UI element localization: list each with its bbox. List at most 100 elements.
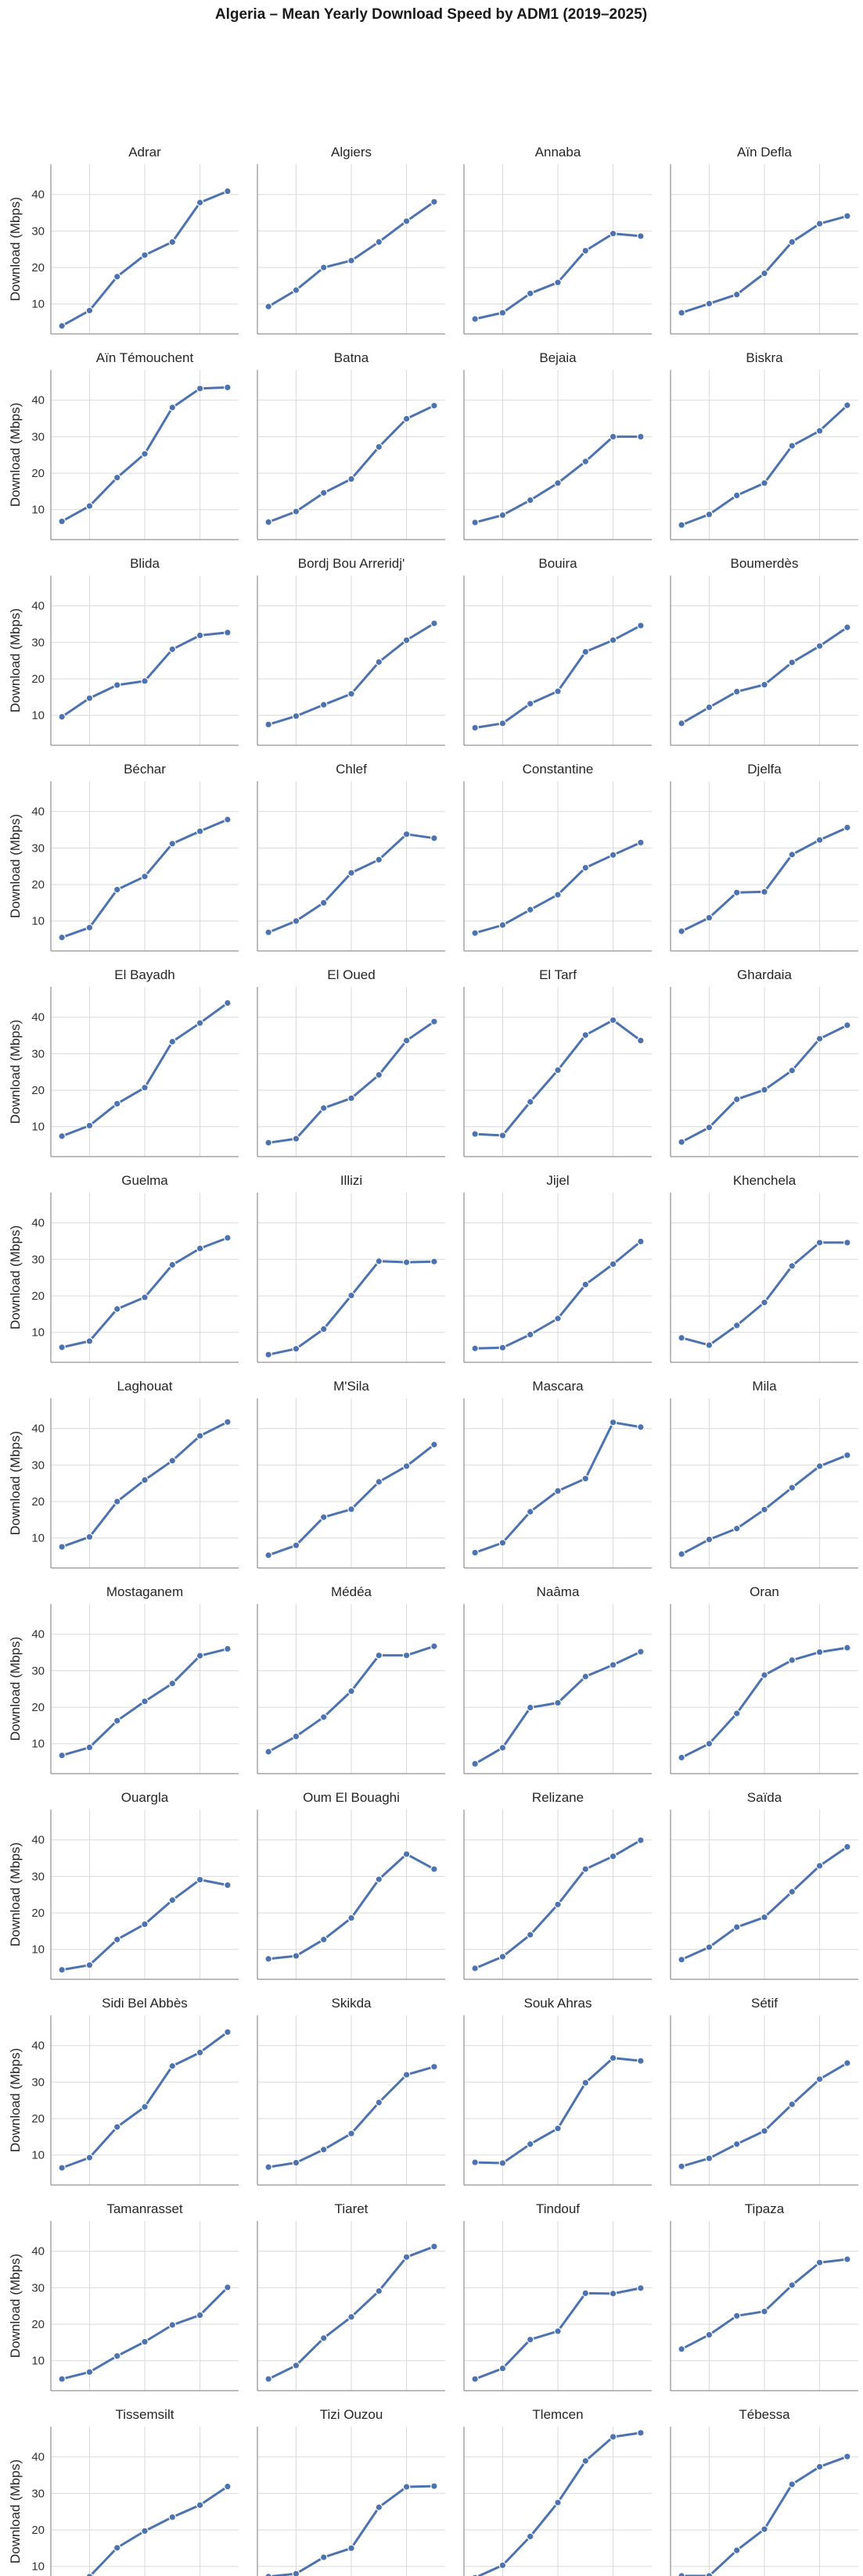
data-point [196, 199, 204, 206]
data-point [141, 2337, 149, 2346]
data-point [788, 238, 796, 246]
data-point [471, 1344, 479, 1353]
panel: Souk Ahras [463, 1996, 652, 2186]
data-point [375, 238, 383, 246]
panel-title: Biskra [746, 350, 783, 365]
data-point [58, 321, 66, 330]
data-point [224, 1234, 232, 1242]
y-tick-label: 40 [31, 1628, 45, 1641]
panel-title: Constantine [523, 762, 594, 777]
data-point [224, 999, 232, 1007]
panel: Annaba [463, 145, 652, 335]
data-point [168, 1679, 177, 1688]
data-point [224, 1645, 232, 1653]
panel: Saïda [670, 1790, 858, 1980]
data-point [292, 2362, 300, 2370]
y-axis-label: Download (Mbps) [8, 1431, 23, 1535]
data-point [761, 2525, 768, 2533]
data-point [347, 2544, 355, 2553]
data-point [761, 1913, 768, 1921]
data-point [526, 2335, 534, 2344]
data-point [224, 2028, 232, 2036]
data-point [581, 2079, 590, 2087]
data-point [732, 2312, 741, 2320]
data-point [375, 443, 383, 451]
data-point [815, 427, 824, 435]
data-point [168, 1038, 177, 1046]
data-point [319, 2334, 328, 2342]
y-tick-label: 40 [31, 1011, 45, 1024]
data-point [347, 1291, 355, 1300]
data-point [224, 187, 232, 196]
data-point [609, 2290, 617, 2298]
data-point [637, 432, 645, 441]
data-point [554, 1066, 562, 1075]
data-point [347, 2129, 355, 2137]
y-tick-label: 10 [31, 1121, 45, 1134]
data-point [581, 2457, 590, 2465]
data-point [761, 479, 768, 487]
data-point [554, 479, 562, 487]
data-point [637, 2284, 645, 2292]
data-point [58, 1751, 66, 1760]
y-tick-label: 40 [31, 1217, 45, 1230]
data-point [678, 927, 685, 935]
panel-title: Bordj Bou Arreridj' [298, 556, 405, 571]
data-point [609, 851, 617, 859]
y-tick-label: 10 [31, 1738, 45, 1751]
data-point [471, 1548, 479, 1557]
data-point [196, 1019, 204, 1027]
data-point [843, 623, 851, 632]
data-point [224, 816, 232, 823]
y-axis-label: Download (Mbps) [8, 1225, 23, 1329]
panel: M'Sila [257, 1379, 445, 1569]
data-point [319, 1104, 328, 1112]
data-point [141, 1084, 149, 1092]
data-point [402, 2253, 411, 2261]
panel-title: Saïda [747, 1790, 782, 1805]
data-point [292, 1135, 300, 1143]
data-point [732, 1524, 741, 1533]
data-point [141, 677, 149, 685]
y-tick-label: 30 [31, 1047, 45, 1060]
y-tick-label: 40 [31, 394, 45, 407]
y-axis-label: Download (Mbps) [8, 403, 23, 507]
y-tick-label: 30 [31, 2076, 45, 2089]
data-point [815, 1862, 824, 1870]
panel: Oran [670, 1584, 858, 1774]
data-point [843, 212, 851, 221]
data-point [678, 2162, 685, 2170]
y-tick-label: 20 [31, 1290, 45, 1303]
data-point [843, 2059, 851, 2067]
panel-title: Tindouf [536, 2201, 580, 2216]
data-point [732, 1322, 741, 1329]
data-point [141, 873, 149, 881]
data-point [196, 2048, 204, 2057]
data-point [815, 2258, 824, 2266]
data-point [292, 712, 300, 720]
data-point [58, 1132, 66, 1140]
data-point [430, 2482, 438, 2490]
data-point [498, 719, 507, 727]
y-tick-label: 20 [31, 1701, 45, 1714]
panel: Béchar 10 20 30 40 Download (Mbps) [8, 762, 239, 952]
data-point [554, 1315, 562, 1322]
panel-title: Aïn Témouchent [96, 350, 194, 365]
data-point [347, 1094, 355, 1103]
data-point [292, 286, 300, 294]
data-point [815, 1648, 824, 1656]
data-point [264, 928, 272, 936]
y-tick-label: 30 [31, 1870, 45, 1883]
data-point [498, 2364, 507, 2373]
data-point [402, 2483, 411, 2491]
y-tick-label: 30 [31, 2281, 45, 2294]
data-point [788, 1262, 796, 1270]
data-point [609, 1260, 617, 1268]
data-point [678, 309, 685, 317]
data-point [168, 2321, 177, 2329]
data-point [705, 1535, 714, 1544]
panel: Aïn Témouchent 10 20 30 40 Download (Mbps) [8, 350, 239, 540]
data-point [498, 921, 507, 929]
data-point [85, 1121, 94, 1130]
panel-title: Illizi [340, 1173, 362, 1188]
